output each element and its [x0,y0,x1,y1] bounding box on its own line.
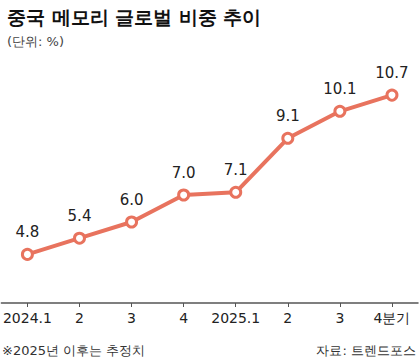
svg-text:5.4: 5.4 [68,207,92,225]
svg-text:4.8: 4.8 [15,223,39,241]
svg-text:2024.1: 2024.1 [3,310,52,326]
svg-text:자료: 트렌드포스: 자료: 트렌드포스 [316,343,416,358]
svg-text:(단위: %): (단위: %) [7,34,64,49]
svg-text:10.7: 10.7 [375,64,408,82]
svg-text:4: 4 [179,310,188,326]
svg-text:3: 3 [335,310,344,326]
svg-text:2025.1: 2025.1 [211,310,260,326]
svg-text:2: 2 [283,310,292,326]
svg-text:3: 3 [127,310,136,326]
svg-text:4분기: 4분기 [373,310,410,326]
svg-text:2: 2 [75,310,84,326]
svg-text:※2025년 이후는 추정치: ※2025년 이후는 추정치 [2,343,145,358]
svg-text:10.1: 10.1 [323,80,356,98]
svg-text:9.1: 9.1 [276,107,300,125]
svg-text:중국 메모리 글로벌 비중 추이: 중국 메모리 글로벌 비중 추이 [7,6,261,28]
svg-text:7.1: 7.1 [224,161,248,179]
svg-text:7.0: 7.0 [172,164,196,182]
svg-text:6.0: 6.0 [120,191,144,209]
